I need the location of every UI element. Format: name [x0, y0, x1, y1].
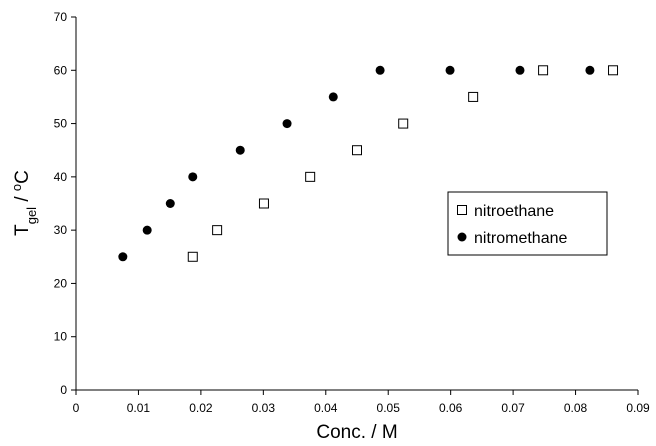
x-tick-label: 0 [73, 401, 80, 415]
legend-box [447, 191, 608, 256]
legend-label: nitromethane [474, 230, 567, 247]
marker-square [187, 251, 198, 262]
y-axis-label-part: gel [24, 207, 39, 224]
marker-square [352, 145, 362, 156]
marker-square [608, 65, 619, 76]
marker-square [398, 118, 409, 129]
y-tick-label: 70 [54, 10, 68, 24]
x-tick-label: 0.06 [439, 401, 463, 415]
marker-square [212, 225, 223, 236]
x-tick-label: 0.07 [501, 401, 525, 415]
marker-circle [165, 199, 175, 208]
x-tick-label: 0.08 [564, 401, 588, 415]
marker-square [258, 198, 269, 209]
y-axis-label-part: / [12, 191, 33, 207]
y-axis-label-part: T [12, 224, 33, 236]
marker-circle [457, 232, 467, 242]
y-tick-label: 60 [54, 63, 68, 77]
marker-circle [328, 92, 338, 102]
marker-square [457, 205, 467, 215]
marker-circle [585, 65, 595, 75]
y-tick-label: 10 [54, 330, 68, 344]
marker-square [538, 65, 549, 76]
y-tick-label: 50 [54, 117, 68, 131]
marker-circle [142, 225, 152, 235]
y-axis-label-part: C [12, 170, 33, 184]
marker-circle [445, 65, 455, 75]
x-tick-label: 0.01 [127, 401, 151, 415]
legend-label: nitroethane [474, 203, 554, 220]
marker-circle [375, 65, 385, 75]
x-tick-label: 0.02 [189, 401, 213, 415]
marker-square [305, 171, 316, 182]
marker-square [468, 91, 479, 102]
marker-circle [188, 172, 198, 182]
x-tick-label: 0.09 [626, 401, 650, 415]
x-tick-label: 0.03 [252, 401, 276, 415]
marker-circle [235, 145, 245, 155]
x-tick-label: 0.05 [377, 401, 401, 415]
marker-circle [118, 252, 128, 262]
y-axis-label: Tgel / oC [9, 170, 39, 236]
marker-circle [282, 119, 292, 129]
x-axis-label: Conc. / M [316, 422, 397, 443]
y-tick-label: 20 [54, 276, 68, 290]
x-tick-label: 0.04 [314, 401, 338, 415]
y-tick-label: 0 [60, 383, 67, 397]
legend: nitroethane nitromethane [447, 191, 608, 256]
y-axis-label-part: o [9, 184, 24, 191]
marker-circle [515, 65, 525, 75]
y-tick-label: 30 [54, 223, 68, 237]
y-tick-label: 40 [54, 170, 68, 184]
